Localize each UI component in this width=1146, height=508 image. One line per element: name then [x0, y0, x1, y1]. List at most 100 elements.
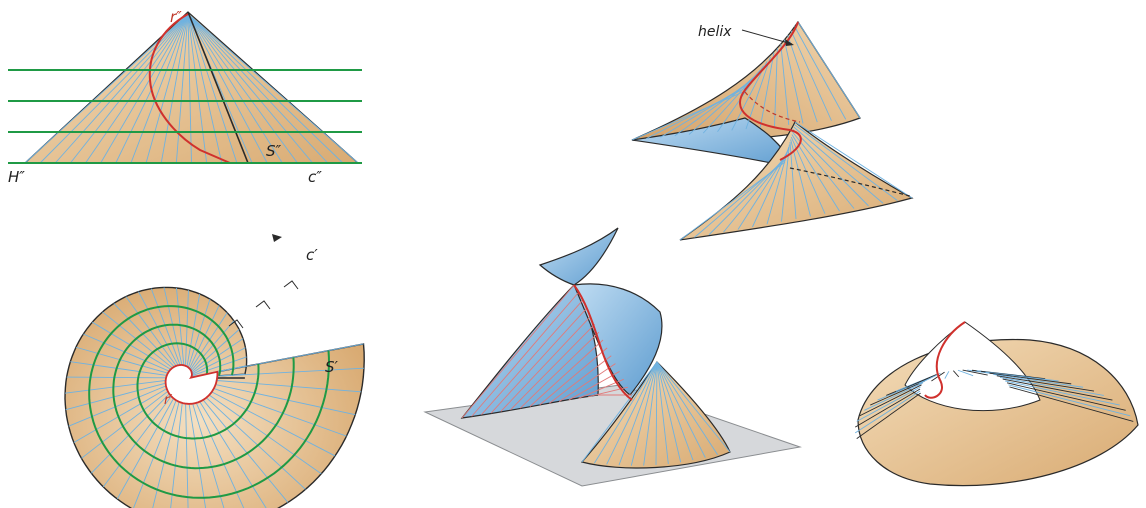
top-ruling: [215, 384, 356, 416]
strip-ruling: [759, 52, 775, 128]
strip-ruling: [790, 136, 826, 214]
strip-rulings: [631, 21, 913, 241]
strip-ruling: [792, 131, 855, 209]
strip-ruling: [794, 26, 847, 120]
front-ruling: [145, 13, 189, 164]
funnel-ruling: [962, 369, 988, 376]
funnel-rulings: [854, 369, 1134, 439]
strip-ruling: [797, 21, 861, 119]
top-ruling: [152, 401, 180, 508]
front-ruling: [39, 13, 189, 164]
funnel-ruling: [985, 371, 1059, 382]
top-ruling: [102, 311, 173, 369]
label-s-front: S″: [266, 142, 282, 160]
front-ruling: [100, 13, 189, 164]
cone-ruling: [656, 361, 682, 463]
cone-ruling: [519, 331, 600, 409]
top-ruling: [185, 290, 189, 366]
top-rulings: [65, 287, 364, 508]
front-ruling: [70, 13, 189, 164]
top-ruling: [150, 288, 181, 366]
cone-ruling: [655, 361, 658, 466]
helix-pointer-head: [785, 39, 794, 46]
strip-ruling: [631, 91, 744, 141]
cone-helix-curve: [573, 284, 633, 401]
top-ruling: [81, 390, 169, 459]
front-ruling: [85, 13, 189, 164]
cone-ruling: [500, 316, 591, 412]
right-angle-mark: [255, 300, 271, 310]
strip-ruling: [787, 34, 818, 123]
top-ruling: [185, 403, 189, 508]
front-ruling: [187, 13, 238, 164]
strip-ruling: [646, 87, 747, 140]
top-ruling: [65, 379, 166, 394]
strip-ruling: [794, 124, 898, 201]
helix-pointer-arrow: [741, 29, 793, 45]
arrow-on-rim: [272, 234, 282, 242]
front-helix-curve: [148, 13, 231, 164]
label-helix: helix: [698, 24, 732, 40]
label-h-front: H″: [8, 168, 25, 186]
cone-ruling: [481, 300, 583, 416]
top-ruling: [116, 398, 174, 500]
label-c-front: c″: [308, 168, 322, 186]
front-ruling: [187, 13, 298, 164]
label-r-front: r″: [170, 8, 182, 26]
top-ruling: [191, 356, 247, 377]
top-ruling: [191, 338, 244, 374]
strip-blue-underside: [631, 117, 797, 169]
strip-ruling: [789, 141, 797, 220]
top-level-spirals: [88, 305, 331, 499]
front-ruling: [187, 13, 329, 164]
strip-ruling: [792, 129, 869, 207]
strip-lower-band: [679, 121, 914, 241]
strip-ruling: [679, 161, 786, 241]
right-angle-mark: [228, 319, 244, 329]
right-angle-mark: [283, 280, 299, 290]
front-rulings: [24, 13, 359, 164]
front-ruling: [187, 13, 208, 164]
funnel-ruling: [854, 390, 921, 434]
strip-ruling: [774, 48, 778, 127]
cone-ruling: [656, 361, 706, 458]
top-ruling: [186, 293, 201, 367]
cone-ruling: [630, 361, 658, 466]
strip-ruling: [791, 134, 840, 212]
cone-ruling: [549, 355, 612, 404]
cone-ruling: [510, 323, 596, 411]
strip-ruling: [794, 121, 913, 199]
top-inner-helix: [164, 364, 219, 405]
cone-ruling: [656, 361, 719, 456]
front-ruling: [187, 13, 283, 164]
funnel-ruling: [918, 372, 941, 385]
front-contour-line: [187, 11, 249, 164]
front-ruling: [175, 13, 189, 164]
funnel-inner-white: [904, 321, 1041, 412]
cone-ruling: [593, 361, 658, 464]
funnel-ruling: [856, 392, 921, 439]
cone-ruling: [656, 361, 669, 464]
top-ruling: [68, 385, 167, 427]
top-ruling: [191, 347, 246, 375]
top-ruling: [70, 361, 167, 376]
funnel-ruling: [856, 386, 921, 422]
funnel-ruling: [906, 374, 937, 388]
front-ruling: [187, 13, 223, 164]
helix-strip-view: helix: [631, 20, 914, 241]
top-ruling: [217, 343, 364, 373]
top-ruling: [176, 287, 185, 366]
funnel-ruling: [1006, 382, 1126, 411]
top-level-spiral: [88, 305, 331, 499]
label-r-top: r′: [164, 393, 172, 408]
front-ruling: [130, 13, 189, 164]
top-ruling: [190, 320, 235, 372]
front-ruling: [187, 13, 268, 164]
strip-ruling: [783, 39, 804, 124]
front-ruling: [187, 13, 192, 164]
cone-ruling: [656, 361, 694, 461]
top-ruling: [195, 402, 245, 508]
front-ruling: [187, 13, 344, 164]
funnel-ruling: [1008, 384, 1131, 417]
cone-ruling: [618, 361, 658, 466]
